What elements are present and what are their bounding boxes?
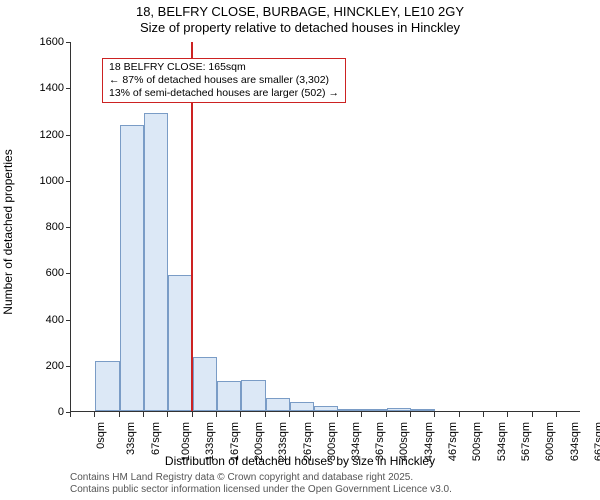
x-tick-label: 100sqm xyxy=(180,422,192,461)
x-tick-label: 367sqm xyxy=(375,422,387,461)
chart-title-line1: 18, BELFRY CLOSE, BURBAGE, HINCKLEY, LE1… xyxy=(0,4,600,19)
x-tick-mark xyxy=(216,412,217,417)
histogram-bar xyxy=(144,113,168,411)
histogram-bar xyxy=(217,381,241,411)
histogram-bar xyxy=(120,125,144,411)
histogram-bar xyxy=(387,408,411,411)
x-tick-label: 600sqm xyxy=(544,422,556,461)
y-tick-label: 200 xyxy=(14,360,64,372)
y-tick-label: 1000 xyxy=(14,175,64,187)
y-axis-label: Number of detached properties xyxy=(1,149,15,314)
x-axis-label: Distribution of detached houses by size … xyxy=(0,454,600,468)
x-tick-mark xyxy=(361,412,362,417)
x-tick-label: 67sqm xyxy=(150,422,162,455)
histogram-bar xyxy=(314,406,338,411)
y-tick-mark xyxy=(66,320,71,321)
x-tick-label: 434sqm xyxy=(423,422,435,461)
x-tick-mark xyxy=(192,412,193,417)
annotation-line2: ← 87% of detached houses are smaller (3,… xyxy=(109,74,339,87)
y-tick-label: 1400 xyxy=(14,82,64,94)
x-tick-label: 0sqm xyxy=(95,422,107,449)
y-tick-label: 600 xyxy=(14,267,64,279)
histogram-bar xyxy=(362,409,387,411)
x-tick-mark xyxy=(337,412,338,417)
annotation-line3: 13% of semi-detached houses are larger (… xyxy=(109,87,339,100)
x-tick-label: 467sqm xyxy=(447,422,459,461)
x-tick-label: 133sqm xyxy=(204,422,216,461)
x-tick-mark xyxy=(313,412,314,417)
x-tick-mark xyxy=(434,412,435,417)
x-tick-mark xyxy=(70,412,71,417)
y-tick-label: 1200 xyxy=(14,129,64,141)
y-tick-label: 0 xyxy=(14,406,64,418)
x-tick-label: 400sqm xyxy=(399,422,411,461)
x-tick-label: 267sqm xyxy=(302,422,314,461)
chart-container: 18, BELFRY CLOSE, BURBAGE, HINCKLEY, LE1… xyxy=(0,0,600,500)
x-tick-label: 233sqm xyxy=(277,422,289,461)
annotation-line1: 18 BELFRY CLOSE: 165sqm xyxy=(109,61,339,74)
histogram-bar xyxy=(411,409,435,411)
histogram-bar xyxy=(266,398,290,411)
histogram-bar xyxy=(193,357,217,411)
x-tick-label: 334sqm xyxy=(350,422,362,461)
x-tick-label: 534sqm xyxy=(496,422,508,461)
x-tick-label: 567sqm xyxy=(520,422,532,461)
x-tick-mark xyxy=(240,412,241,417)
chart-title-line2: Size of property relative to detached ho… xyxy=(0,20,600,35)
y-tick-mark xyxy=(66,366,71,367)
x-tick-label: 667sqm xyxy=(593,422,600,461)
y-tick-mark xyxy=(66,273,71,274)
x-tick-mark xyxy=(459,412,460,417)
x-tick-label: 200sqm xyxy=(253,422,265,461)
histogram-bar xyxy=(241,380,266,411)
histogram-bar xyxy=(168,275,193,411)
x-tick-label: 167sqm xyxy=(229,422,241,461)
x-tick-mark xyxy=(167,412,168,417)
y-tick-mark xyxy=(66,88,71,89)
y-tick-label: 800 xyxy=(14,221,64,233)
x-tick-label: 300sqm xyxy=(326,422,338,461)
x-tick-mark xyxy=(410,412,411,417)
x-tick-mark xyxy=(386,412,387,417)
x-tick-mark xyxy=(532,412,533,417)
x-tick-label: 33sqm xyxy=(125,422,137,455)
y-tick-label: 1600 xyxy=(14,36,64,48)
histogram-bar xyxy=(338,409,362,411)
x-tick-mark xyxy=(289,412,290,417)
x-tick-mark xyxy=(265,412,266,417)
y-tick-mark xyxy=(66,135,71,136)
y-tick-mark xyxy=(66,42,71,43)
x-tick-mark xyxy=(556,412,557,417)
footer-line1: Contains HM Land Registry data © Crown c… xyxy=(70,472,413,483)
y-tick-label: 400 xyxy=(14,314,64,326)
histogram-bar xyxy=(290,402,315,411)
annotation-box: 18 BELFRY CLOSE: 165sqm← 87% of detached… xyxy=(102,58,346,103)
y-tick-mark xyxy=(66,227,71,228)
x-tick-mark xyxy=(94,412,95,417)
x-tick-mark xyxy=(143,412,144,417)
x-tick-label: 500sqm xyxy=(471,422,483,461)
y-tick-mark xyxy=(66,181,71,182)
x-tick-mark xyxy=(507,412,508,417)
footer-line2: Contains public sector information licen… xyxy=(70,484,452,495)
histogram-bar xyxy=(95,361,120,411)
x-tick-mark xyxy=(483,412,484,417)
x-tick-mark xyxy=(119,412,120,417)
x-tick-label: 634sqm xyxy=(569,422,581,461)
